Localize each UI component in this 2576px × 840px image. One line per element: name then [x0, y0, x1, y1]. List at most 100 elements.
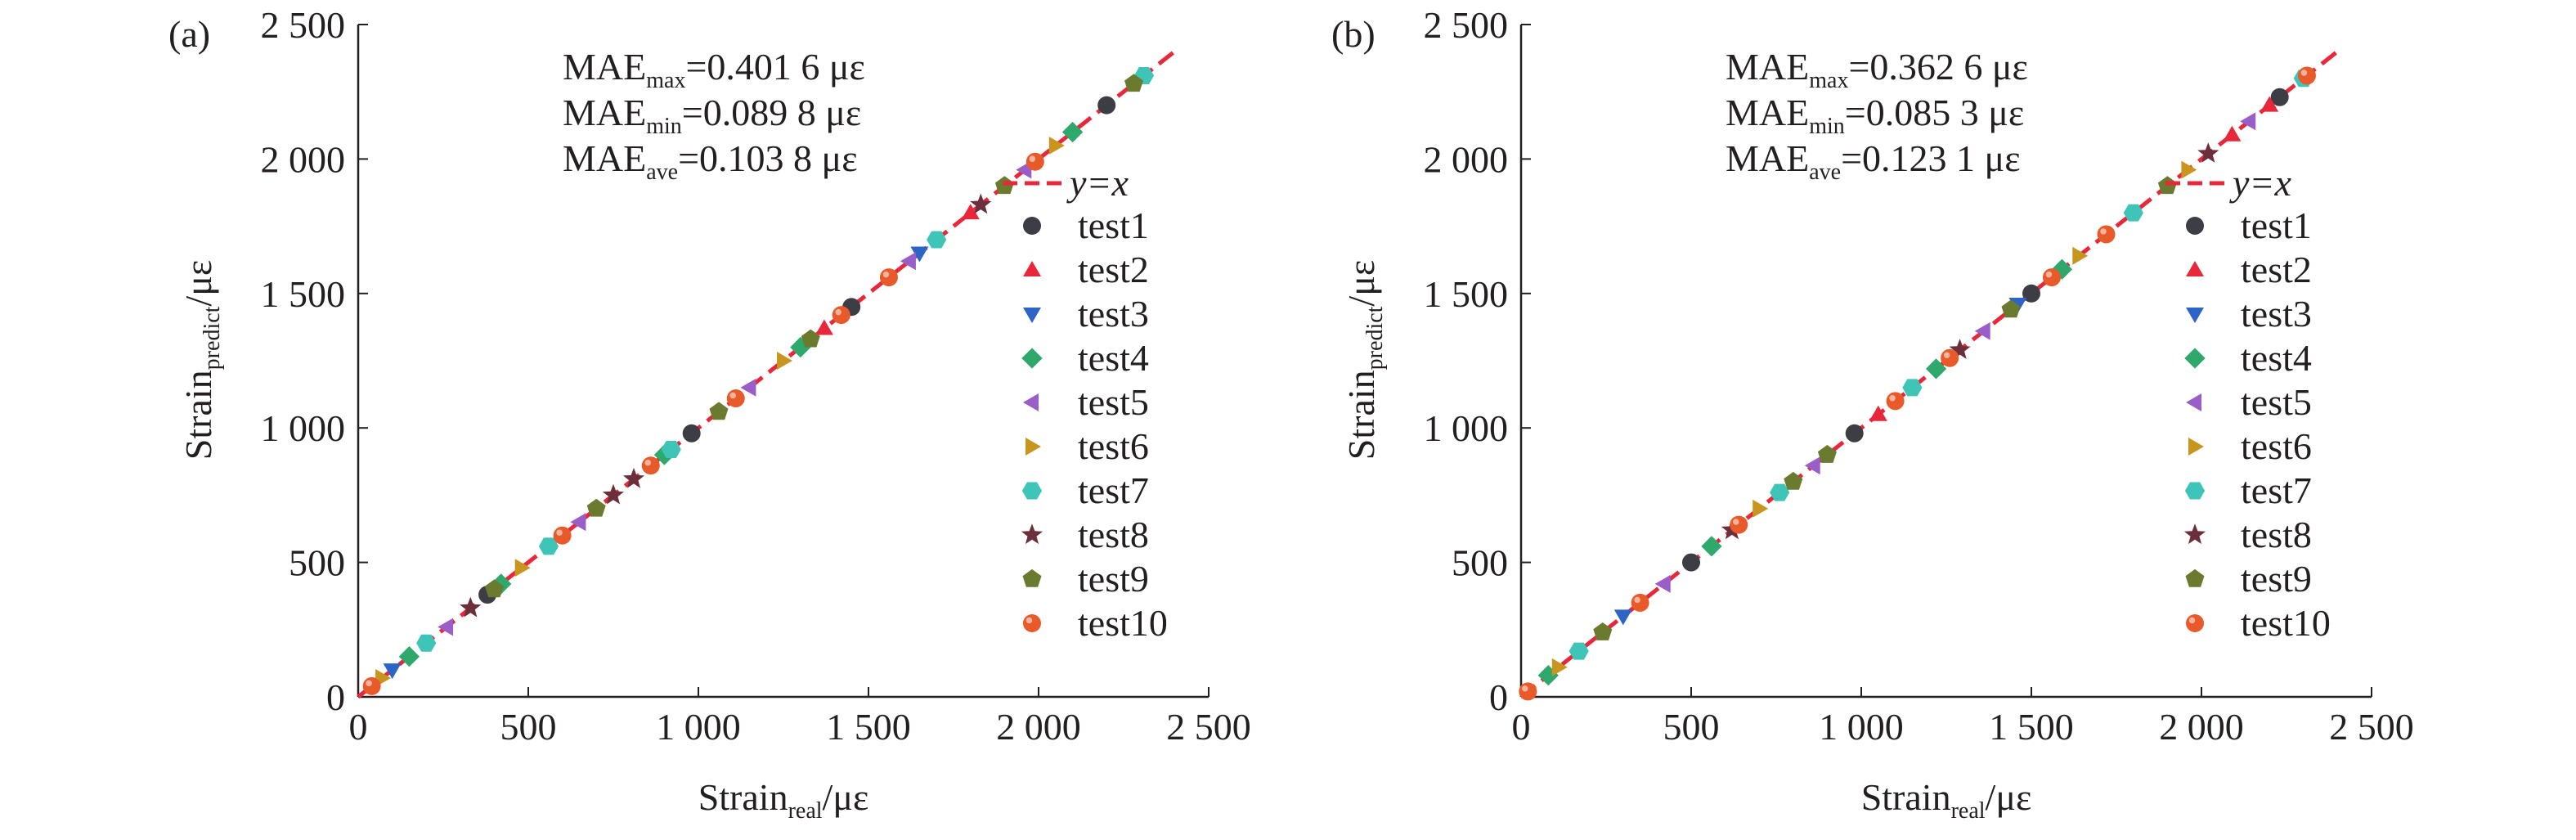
- legend-label-test8: test8: [1078, 514, 1149, 555]
- stat-subscript: max: [646, 68, 685, 93]
- series-test9: [484, 74, 1143, 598]
- legend-marker-test10-shine: [2188, 617, 2196, 624]
- data-point-test10-shine: [644, 459, 651, 466]
- data-point-test10-body: [2097, 225, 2116, 244]
- y-tick-label: 2 000: [1424, 138, 1509, 180]
- stat-value: =0.089 8 με: [682, 92, 861, 133]
- legend-label-test7: test7: [2241, 469, 2312, 511]
- x-label-base: Strain: [698, 776, 788, 818]
- y-tick-label: 1 000: [261, 407, 346, 449]
- y-tick-label: 2 500: [1424, 4, 1509, 46]
- legend-marker-test9: [1022, 568, 1042, 587]
- stat-base: MAE: [563, 46, 646, 88]
- stat-subscript: min: [646, 114, 682, 139]
- data-point-test10: [1519, 682, 1537, 701]
- x-label-subscript: real: [1951, 798, 1986, 824]
- data-point-test10: [1730, 515, 1748, 534]
- data-point-test10: [2297, 66, 2316, 85]
- panel-label: (b): [1331, 13, 1376, 55]
- data-point-test6: [2181, 160, 2197, 179]
- legend-marker-test6: [2188, 438, 2204, 456]
- legend-label-test8: test8: [2241, 514, 2312, 555]
- data-point-test5: [1804, 456, 1820, 475]
- stat-subscript: min: [1809, 114, 1845, 139]
- legend-label-test1: test1: [2241, 204, 2312, 246]
- data-point-test10: [641, 456, 660, 475]
- legend-marker-test9: [2185, 568, 2205, 587]
- data-point-test1: [2270, 88, 2289, 106]
- legend-label-test9: test9: [1078, 558, 1149, 600]
- series-test6: [1551, 160, 2197, 676]
- y-tick-label: 2 000: [261, 138, 346, 180]
- data-point-test5: [1654, 574, 1671, 593]
- data-point-test6: [1048, 137, 1065, 155]
- y-label-subscript: predict: [200, 306, 225, 370]
- x-tick-label: 500: [1663, 706, 1720, 748]
- data-point-test9: [801, 329, 820, 348]
- x-tick-label: 2 500: [1166, 706, 1251, 748]
- data-point-test7: [538, 537, 559, 555]
- x-tick-label: 2 500: [2329, 706, 2414, 748]
- data-points: [362, 67, 1155, 695]
- data-point-test8: [2197, 142, 2219, 163]
- stat-value: =0.103 8 με: [678, 137, 857, 179]
- data-point-test10-shine: [556, 529, 563, 536]
- data-point-test4: [653, 444, 675, 465]
- data-point-test10-body: [832, 306, 850, 325]
- data-point-test3: [910, 246, 929, 263]
- legend-label-test4: test4: [1078, 337, 1149, 379]
- legend-label-test10: test10: [1078, 602, 1168, 644]
- x-tick-label: 0: [349, 706, 368, 748]
- data-point-test10-body: [553, 526, 572, 545]
- legend-label-test2: test2: [2241, 249, 2312, 290]
- stat-value: =0.085 3 με: [1845, 92, 2024, 133]
- legend-label-test6: test6: [2241, 425, 2312, 467]
- data-point-test10-body: [1886, 392, 1905, 411]
- x-label-unit: /με: [1986, 776, 2032, 818]
- data-point-test9: [1784, 471, 1803, 490]
- data-point-test1: [1682, 553, 1700, 572]
- legend-marker-test5: [1023, 393, 1039, 411]
- data-point-test10-body: [1631, 593, 1649, 612]
- data-point-test9: [1124, 74, 1143, 92]
- legend-marker-test1: [1023, 217, 1041, 235]
- x-tick-label: 1 000: [1819, 706, 1904, 748]
- data-point-test5: [438, 618, 454, 636]
- data-point-test10: [553, 526, 572, 545]
- axes: 00 500 500 1 000 1 000 1 500 1 500 2 000 2 000 2 …: [261, 4, 1251, 748]
- data-point-test7: [661, 441, 681, 458]
- legend: y=xtest1test2test3test4test5test6test7te…: [1003, 162, 1168, 644]
- x-tick-label: 1 500: [826, 706, 911, 748]
- legend-marker-test10-body: [2186, 614, 2204, 632]
- legend-marker-test2: [1023, 261, 1041, 276]
- data-point-test10-shine: [1029, 155, 1036, 162]
- data-point-test2: [815, 319, 833, 335]
- series-test9: [1593, 176, 2177, 640]
- data-point-test2: [2223, 125, 2242, 141]
- data-point-test8: [1949, 339, 1971, 359]
- legend-marker-test7: [2184, 482, 2206, 500]
- legend-label-test5: test5: [1078, 381, 1149, 423]
- legend-marker-test10: [2186, 614, 2204, 632]
- series-test4: [1537, 258, 2073, 686]
- data-point-test10: [2042, 268, 2061, 287]
- data-point-test10-body: [1519, 682, 1537, 701]
- legend-label-test6: test6: [1078, 425, 1149, 467]
- y-tick-label: 500: [1452, 542, 1508, 584]
- data-point-test9: [2001, 299, 2021, 318]
- legend-marker-test4: [1021, 348, 1043, 369]
- y-tick-label: 2 500: [261, 4, 346, 46]
- stat-base: MAE: [1726, 92, 1809, 133]
- stats-box: MAEmax=0.362 6 με MAEmin=0.085 3 με MAEa…: [1726, 46, 2028, 185]
- stat-mae-min: MAEmin=0.089 8 με: [563, 92, 861, 139]
- data-point-test10-body: [2297, 66, 2316, 85]
- reference-line-y-equals-x: [1519, 49, 2339, 699]
- data-point-test10: [1025, 152, 1044, 171]
- y-label-subscript: predict: [1362, 306, 1388, 370]
- data-point-test10-body: [1730, 515, 1748, 534]
- legend-marker-test10-shine: [1025, 617, 1033, 624]
- series-test5: [1654, 112, 2256, 593]
- stat-subscript: ave: [646, 159, 678, 185]
- stat-base: MAE: [563, 92, 646, 133]
